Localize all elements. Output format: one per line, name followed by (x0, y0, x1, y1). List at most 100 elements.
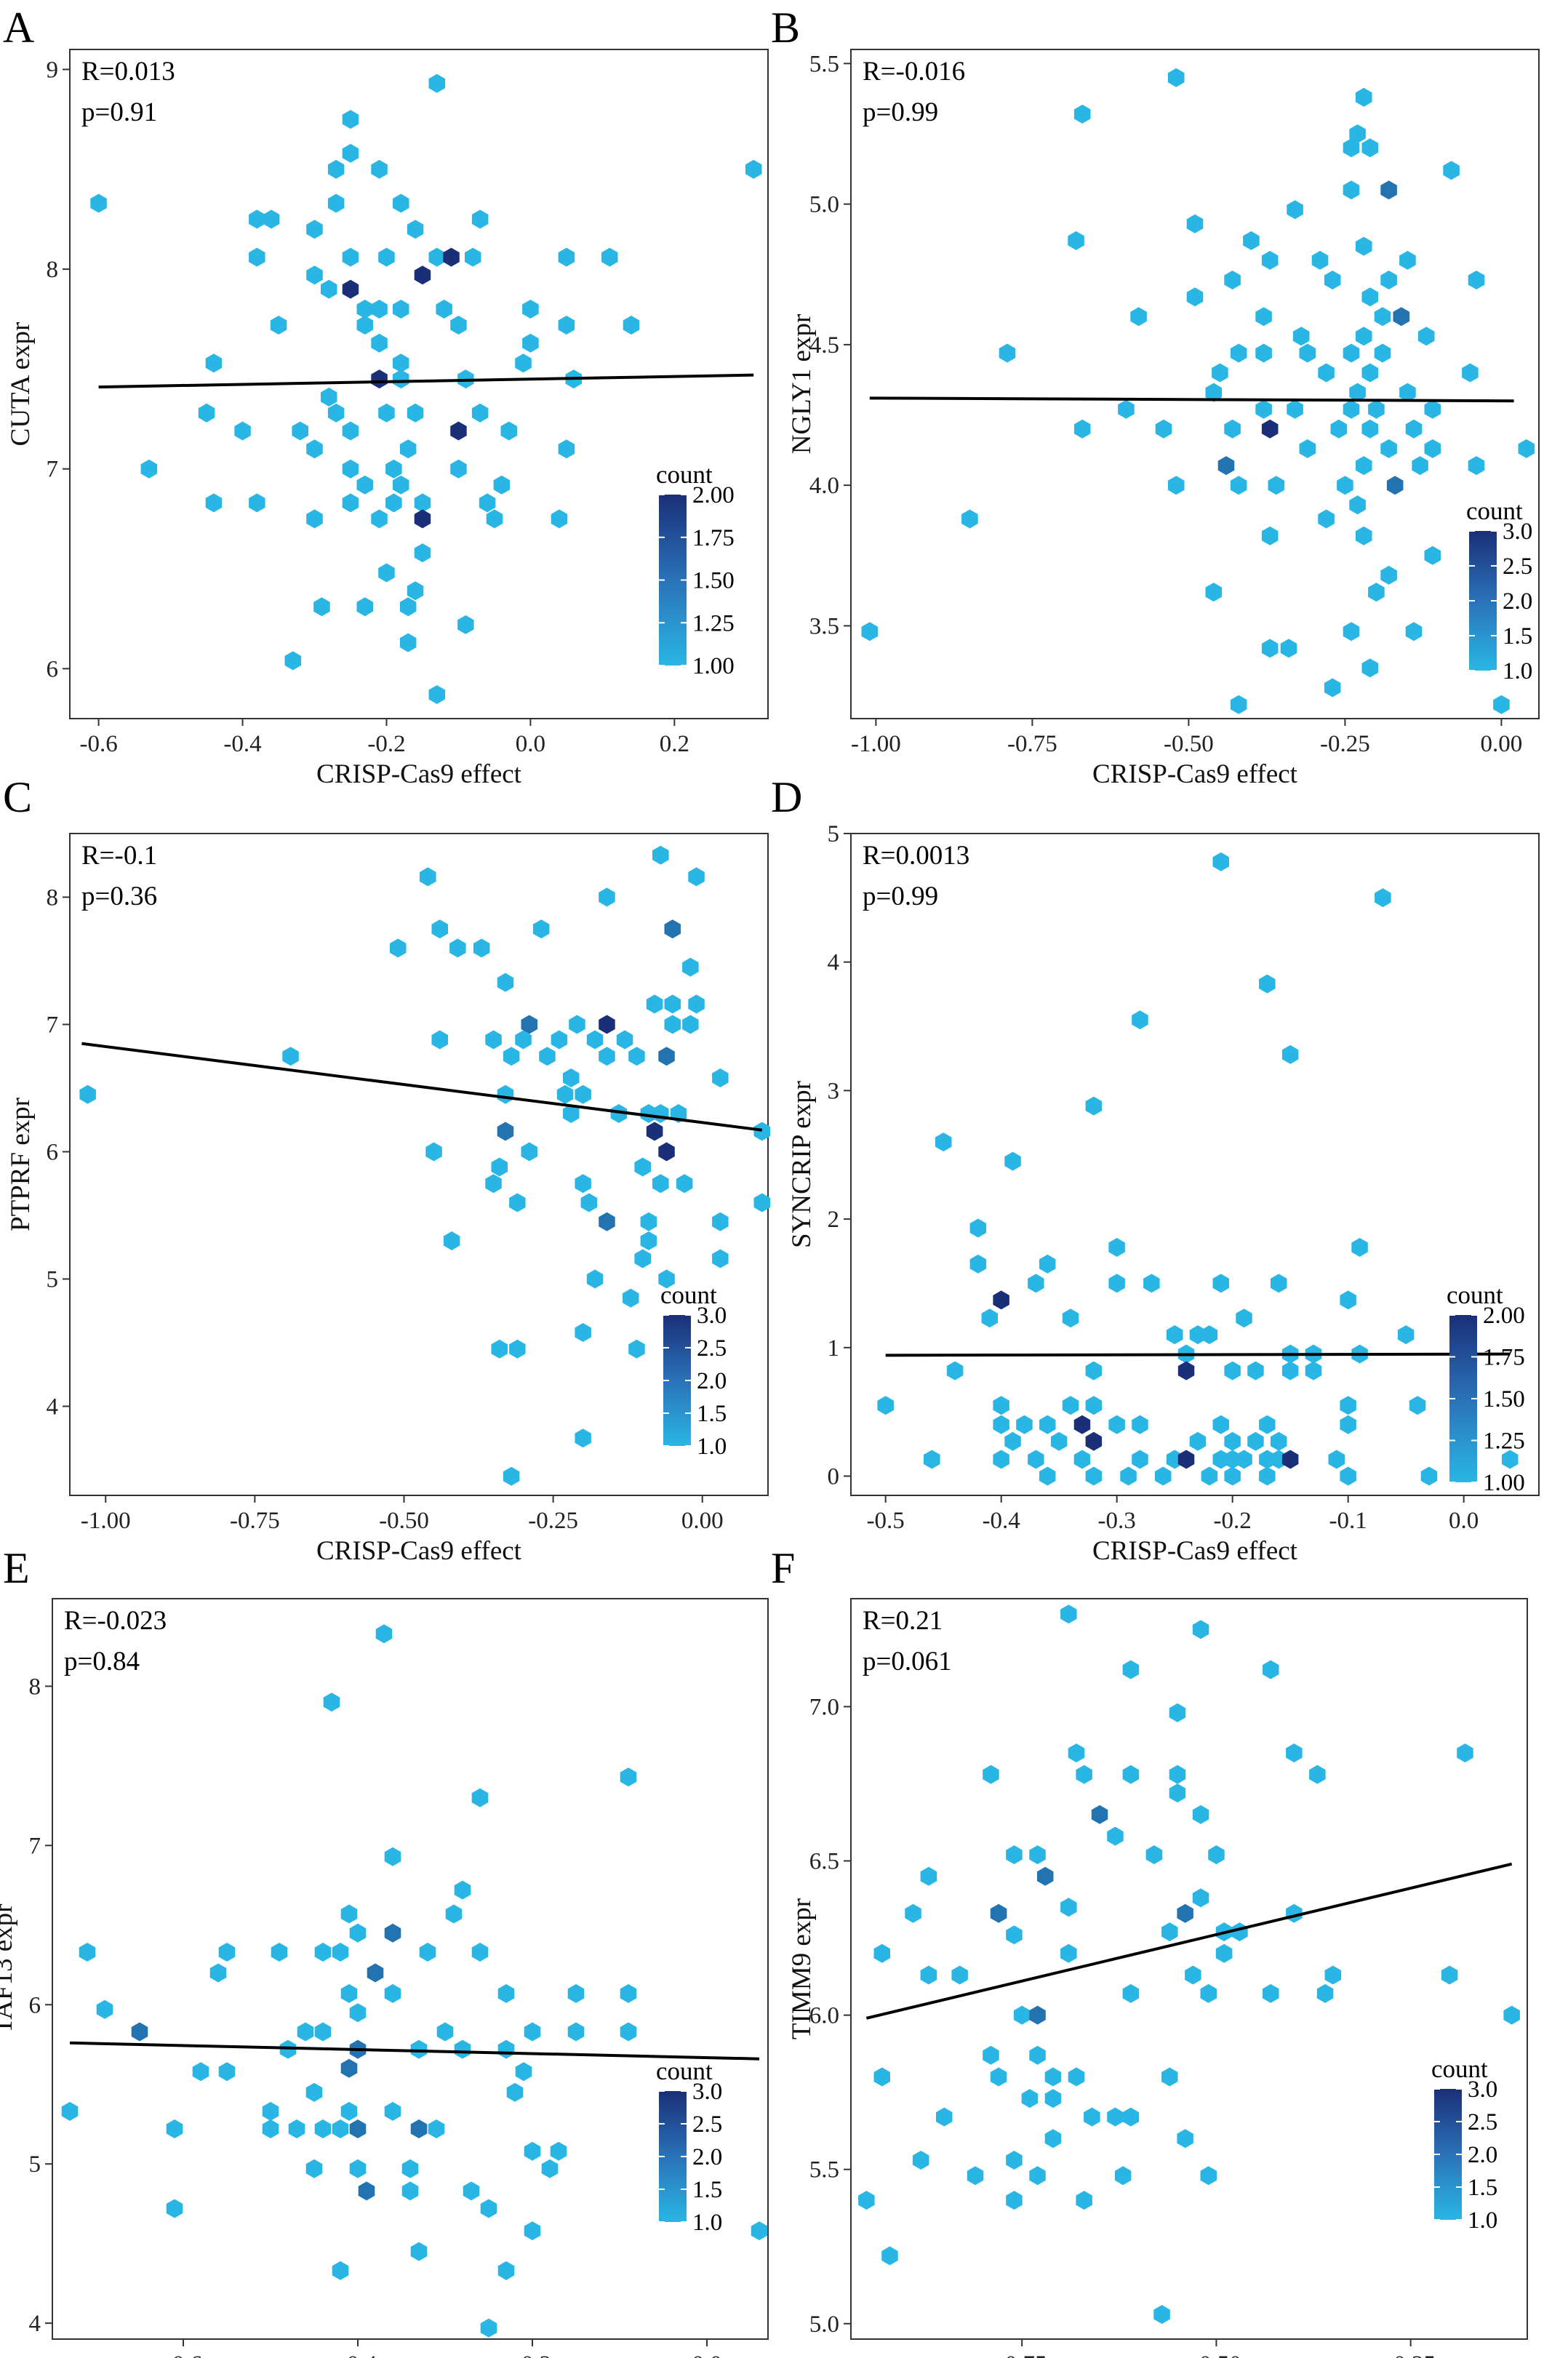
hexbin-point (385, 459, 402, 479)
hexbin-point (1212, 1415, 1229, 1434)
x-tick-label: -0.50 (379, 1508, 429, 1534)
legend-title: count (1466, 497, 1523, 525)
hexbin-point (920, 1965, 937, 1985)
hexbin-point (1130, 307, 1147, 327)
y-tick-label: 6 (29, 1992, 41, 2018)
hexbin-point (340, 1983, 358, 2003)
hexbin-point (877, 1396, 894, 1415)
hexbin-point (1343, 180, 1360, 200)
p-value-label: p=0.84 (64, 1647, 140, 1676)
hexbin-point (371, 333, 388, 353)
hexbin-point (567, 2022, 585, 2042)
hexbin-point (599, 1015, 615, 1034)
hexbin-point (1153, 2305, 1170, 2325)
hexbin-point (314, 1943, 332, 1962)
hexbin-point (712, 1068, 729, 1087)
chart-panel-c: C -1.00 -0.75 -0.50 -0.25 0.00 4 5 6 7 8 CRISP-Cas9… (3, 773, 771, 1566)
hexbin-point (1355, 456, 1372, 476)
hexbin-point (1085, 1396, 1103, 1415)
hexbin-point (522, 333, 539, 353)
legend-tick-label: 2.5 (697, 1335, 727, 1362)
y-tick-label: 8 (47, 257, 59, 283)
chart-panel-b: B -1.00 -0.75 -0.50 -0.25 0.00 3.5 4.0 4.5 5.0 5.5… (771, 4, 1540, 789)
p-value-label: p=0.91 (81, 97, 157, 127)
hexbin-point (1462, 363, 1479, 383)
hexbin-point (378, 563, 395, 583)
hexbin-point (1299, 439, 1316, 458)
hexbin-point (1201, 1325, 1218, 1345)
x-tick-label: 0.2 (660, 731, 689, 757)
x-tick-label: 0.0 (692, 2351, 721, 2358)
hexbin-point (981, 1308, 998, 1328)
hexbin-point (1393, 307, 1410, 327)
hexbin-point (443, 247, 460, 267)
hexbin-point (1044, 2129, 1062, 2149)
x-tick-label: -0.75 (230, 1508, 280, 1534)
hexbin-point (485, 1030, 502, 1050)
legend-tick-label: 3.0 (1503, 519, 1532, 545)
hexbin-point (646, 994, 663, 1014)
hexbin-point (306, 509, 323, 529)
hexbin-point (79, 1084, 96, 1104)
hexbin-point (1349, 124, 1366, 143)
hexbin-point (1004, 1431, 1021, 1451)
hexbin-point (1271, 1431, 1287, 1451)
hexbin-point (1399, 250, 1416, 270)
x-tick-label: -0.6 (79, 731, 117, 757)
hexbin-point (1261, 419, 1279, 439)
hexbin-point (262, 2101, 279, 2121)
hexbin-point (79, 1943, 96, 1962)
hexbin-point (558, 316, 575, 335)
p-value-label: p=0.061 (863, 1647, 952, 1676)
legend-title: count (656, 460, 713, 489)
y-tick-label: 5.0 (809, 192, 839, 218)
hexbin-point (1177, 1450, 1195, 1469)
hexbin-point (96, 1999, 113, 2019)
y-tick-label: 7 (29, 1833, 41, 1859)
legend-tick-label: 2.0 (1468, 2142, 1497, 2168)
hexbin-point (445, 1904, 463, 1924)
hexbin-point (1343, 343, 1360, 363)
hexbin-point (471, 1943, 489, 1962)
hexbin-point (1380, 565, 1397, 585)
hexbin-point (912, 2151, 929, 2170)
hexbin-point (1386, 476, 1404, 495)
hexbin-point (1340, 1396, 1356, 1415)
correlation-r-label: R=-0.1 (81, 841, 157, 871)
hexbin-point (1286, 1743, 1303, 1763)
count-legend: count 1.00 1.25 1.50 1.75 2.00 (1447, 1281, 1525, 1496)
hexbin-point (1108, 1415, 1125, 1434)
hexbin-point (414, 509, 431, 529)
hexbin-point (428, 73, 445, 93)
hexbin-point (1122, 1983, 1140, 2003)
x-tick-label: 0.00 (681, 1508, 724, 1534)
hexbin-point (1177, 1361, 1195, 1380)
hexbin-point (1062, 1308, 1079, 1328)
hexbin-point (1212, 852, 1229, 871)
hexbin-point (1132, 1010, 1148, 1030)
hexbin-point (1409, 1396, 1426, 1415)
hexbin-point (580, 1193, 598, 1212)
hexbin-point (1044, 2067, 1062, 2087)
hexbin-point (356, 475, 373, 495)
hexbin-point (1091, 1805, 1108, 1824)
hexbin-point (205, 493, 223, 513)
hexbin-point (1340, 1290, 1356, 1310)
hexbin-point (558, 439, 575, 459)
hexbin-point (1243, 231, 1260, 250)
legend-tick-label: 1.5 (697, 1401, 727, 1427)
hexbin-point (321, 387, 337, 407)
hexbin-point (321, 279, 337, 299)
hexbin-point (1224, 1466, 1241, 1486)
hexbin-point (664, 919, 681, 939)
hexbin-point (1468, 271, 1485, 289)
hexbin-point (288, 2119, 305, 2138)
hexbin-point (166, 2119, 183, 2138)
y-axis-label: CUTA expr (6, 322, 36, 447)
hexbin-point (497, 1983, 515, 2003)
hexbin-point (491, 1339, 508, 1359)
hexbin-point (349, 2003, 367, 2023)
hexbin-point (1132, 1450, 1148, 1469)
hexbin-point (1028, 1450, 1044, 1469)
hexbin-point (1120, 1466, 1137, 1486)
